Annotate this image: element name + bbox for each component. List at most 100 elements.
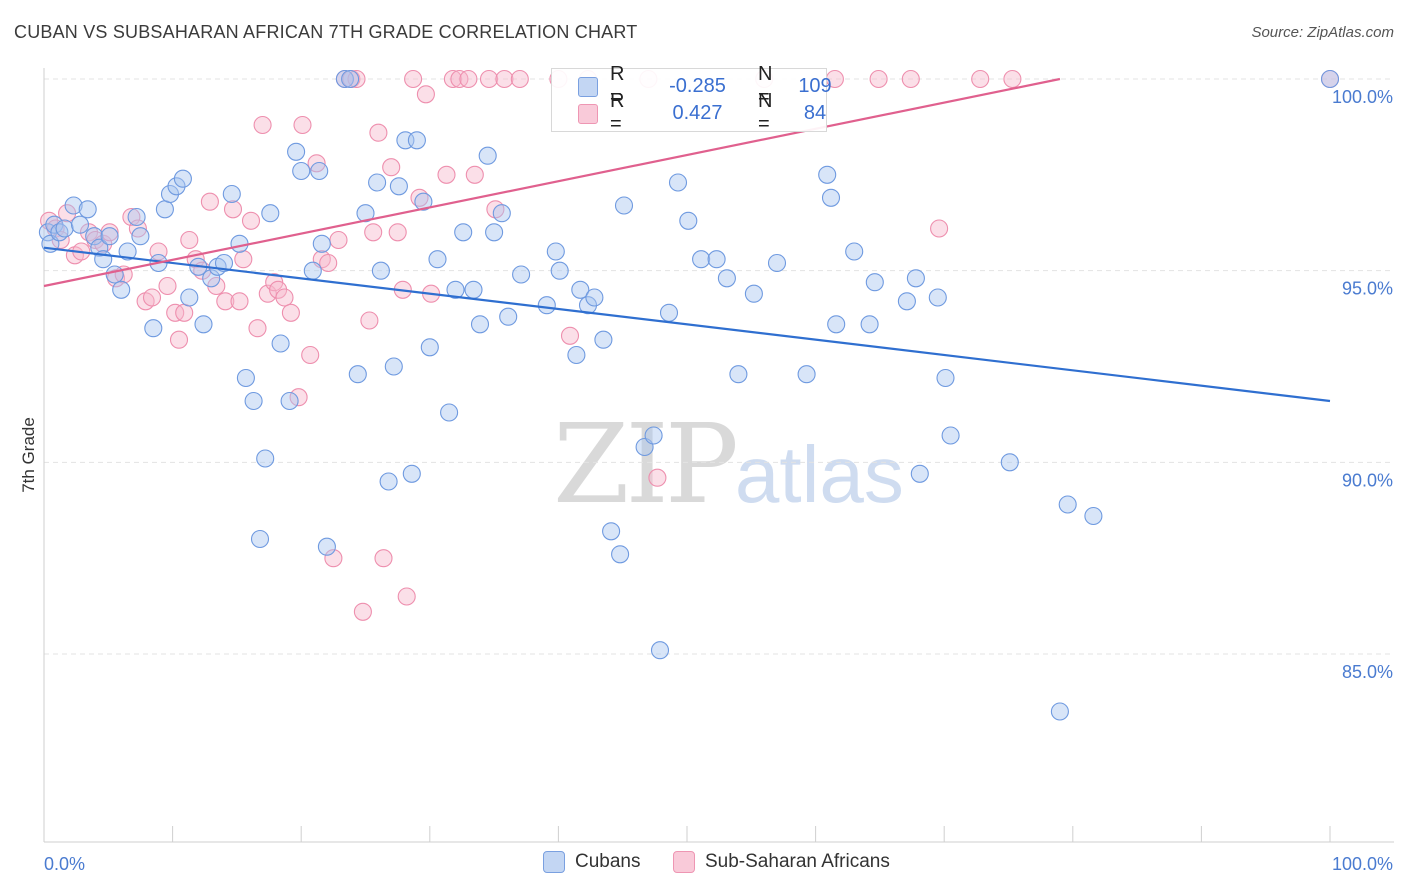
- data-point: [271, 334, 290, 353]
- data-point: [416, 85, 435, 104]
- data-point: [941, 426, 960, 445]
- data-point: [1058, 495, 1077, 514]
- data-point: [936, 368, 955, 388]
- data-point: [679, 211, 698, 230]
- data-point: [180, 288, 199, 307]
- data-point: [906, 269, 925, 288]
- data-point: [155, 200, 174, 219]
- data-point: [440, 403, 459, 422]
- data-point: [644, 426, 663, 445]
- data-point: [404, 69, 423, 89]
- data-point: [173, 169, 192, 188]
- data-point: [717, 269, 736, 288]
- gridlines: [44, 78, 1394, 655]
- data-point: [767, 253, 787, 273]
- data-point: [594, 330, 613, 349]
- data-point: [160, 184, 180, 204]
- data-point: [1084, 506, 1103, 526]
- data-point: [169, 330, 189, 349]
- data-point: [510, 69, 529, 89]
- trend-line-cubans: [43, 246, 1331, 403]
- data-point: [293, 115, 312, 135]
- cubans-legend-swatch: [543, 851, 565, 873]
- data-point: [1003, 69, 1022, 89]
- series-sub-saharan-africans: [40, 69, 1340, 621]
- data-point: [175, 303, 194, 322]
- data-point: [301, 345, 320, 365]
- data-point: [371, 261, 390, 280]
- data-point: [571, 280, 590, 299]
- axes: [43, 68, 1394, 843]
- data-point: [537, 296, 556, 315]
- data-point: [389, 177, 408, 196]
- data-point: [930, 219, 949, 238]
- data-point: [478, 146, 497, 165]
- data-point: [369, 123, 388, 142]
- data-point: [845, 242, 864, 261]
- data-point: [928, 288, 947, 307]
- data-point: [180, 230, 199, 250]
- data-point: [560, 326, 580, 345]
- correlation-legend: R = -0.285 N = 109 R = 0.427 N = 84: [551, 63, 832, 135]
- series-cubans: [38, 69, 1340, 721]
- data-point: [470, 315, 490, 334]
- cubans-swatch: [578, 77, 598, 97]
- legend-item-cubans[interactable]: Cubans: [543, 851, 641, 873]
- data-point: [420, 338, 439, 357]
- data-point: [744, 284, 763, 303]
- data-point: [280, 391, 299, 411]
- data-point: [310, 161, 329, 181]
- data-point: [281, 303, 300, 322]
- r-value: -0.285: [669, 74, 726, 97]
- watermark-atlas: atlas: [734, 430, 904, 519]
- data-point: [910, 464, 929, 483]
- data-point: [223, 200, 243, 219]
- data-point: [360, 311, 379, 330]
- n-key: N =: [758, 63, 773, 108]
- data-point: [319, 253, 338, 273]
- data-point: [384, 357, 403, 376]
- watermark-zip: ZIP: [553, 400, 739, 528]
- data-point: [897, 292, 916, 311]
- data-point: [250, 529, 270, 549]
- data-point: [407, 131, 426, 150]
- data-point: [58, 204, 77, 223]
- y-tick-label: 100.0%: [1332, 87, 1393, 107]
- data-point: [614, 196, 634, 215]
- data-point: [495, 69, 514, 89]
- data-point: [335, 69, 354, 89]
- data-point: [317, 537, 336, 556]
- data-point: [1000, 453, 1019, 472]
- data-point: [827, 315, 846, 334]
- data-point: [546, 242, 565, 261]
- data-point: [312, 234, 331, 253]
- data-point: [287, 142, 306, 161]
- n-value: 84: [803, 101, 827, 124]
- data-point: [241, 211, 261, 230]
- r-value: 0.427: [672, 101, 723, 124]
- axis-labels: 85.0% 90.0% 95.0% 100.0% 0.0% 100.0% 7th Grade: [19, 87, 1393, 874]
- data-point: [454, 223, 473, 242]
- data-point: [668, 173, 688, 192]
- data-point: [216, 292, 235, 311]
- data-point: [388, 223, 407, 242]
- data-point: [261, 204, 280, 223]
- watermark: ZIPatlas: [553, 400, 904, 528]
- data-point: [85, 227, 104, 246]
- data-point: [256, 449, 275, 468]
- data-point: [492, 204, 511, 223]
- data-point: [329, 230, 348, 250]
- data-point: [428, 250, 447, 269]
- data-point: [729, 365, 748, 384]
- data-point: [364, 223, 383, 242]
- legend-label: Cubans: [575, 851, 641, 872]
- data-point: [158, 276, 177, 296]
- legend-item-africans[interactable]: Sub-Saharan Africans: [673, 851, 890, 873]
- x-tick-label: 100.0%: [1332, 854, 1393, 874]
- data-point: [303, 261, 322, 280]
- data-point: [112, 280, 131, 299]
- data-point: [236, 368, 255, 388]
- data-point: [118, 242, 137, 261]
- data-point: [437, 165, 456, 184]
